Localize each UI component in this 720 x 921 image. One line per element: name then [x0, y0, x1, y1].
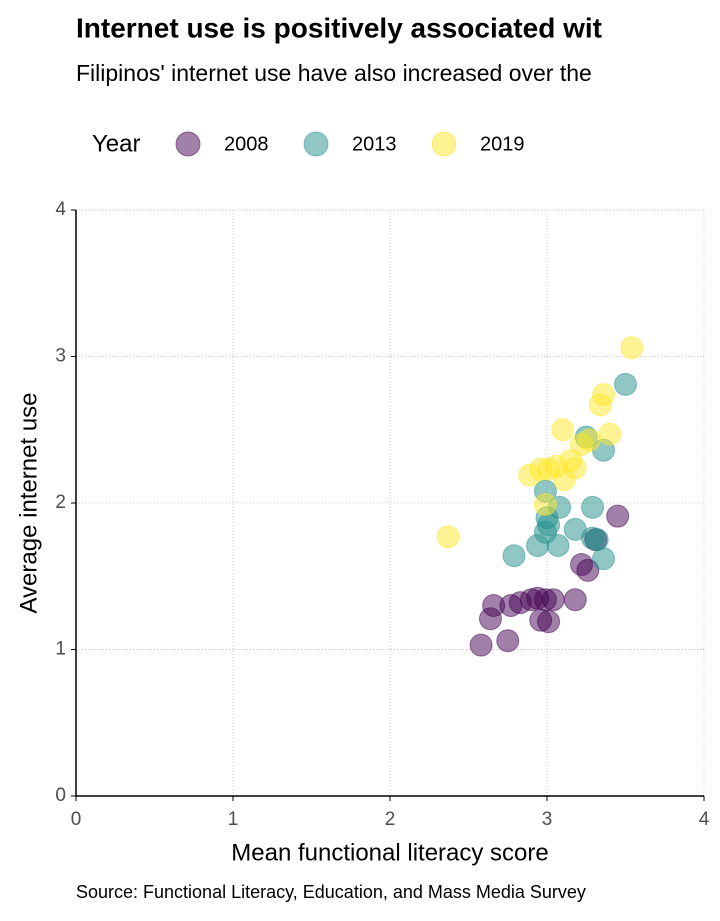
legend-label: 2019 [480, 133, 525, 155]
point [502, 544, 526, 568]
point [581, 495, 605, 519]
point [576, 558, 600, 582]
chart-title: Internet use is positively associated wi… [76, 12, 602, 43]
point [606, 504, 630, 528]
y-tick-label: 1 [55, 639, 66, 660]
point [592, 547, 616, 571]
x-tick-label: 4 [699, 809, 710, 830]
point [537, 610, 561, 634]
y-tick-label: 0 [55, 785, 66, 806]
point [436, 525, 460, 549]
point [592, 383, 616, 407]
y-tick-label: 3 [55, 346, 66, 367]
point [620, 336, 644, 360]
x-tick-label: 0 [71, 809, 82, 830]
point [541, 588, 565, 612]
point [563, 456, 587, 480]
legend-marker [303, 131, 329, 157]
point [577, 428, 601, 452]
point [551, 418, 575, 442]
legend-marker [431, 131, 457, 157]
x-tick-label: 2 [385, 809, 396, 830]
x-axis-title: Mean functional literacy score [231, 839, 548, 866]
y-axis-title: Average internet use [15, 392, 42, 613]
point [496, 629, 520, 653]
chart-subtitle: Filipinos' internet use have also increa… [76, 60, 592, 86]
point [533, 492, 557, 516]
point [563, 588, 587, 612]
point [546, 533, 570, 557]
legend-title: Year [92, 130, 141, 157]
y-tick-label: 2 [55, 492, 66, 513]
x-tick-label: 1 [228, 809, 239, 830]
point [598, 422, 622, 446]
y-tick-label: 4 [55, 199, 66, 220]
legend-marker [175, 131, 201, 157]
caption: Source: Functional Literacy, Education, … [76, 882, 586, 902]
point [614, 372, 637, 396]
legend-label: 2008 [224, 133, 269, 155]
point [469, 633, 493, 657]
legend-label: 2013 [352, 133, 397, 155]
x-tick-label: 3 [542, 809, 553, 830]
